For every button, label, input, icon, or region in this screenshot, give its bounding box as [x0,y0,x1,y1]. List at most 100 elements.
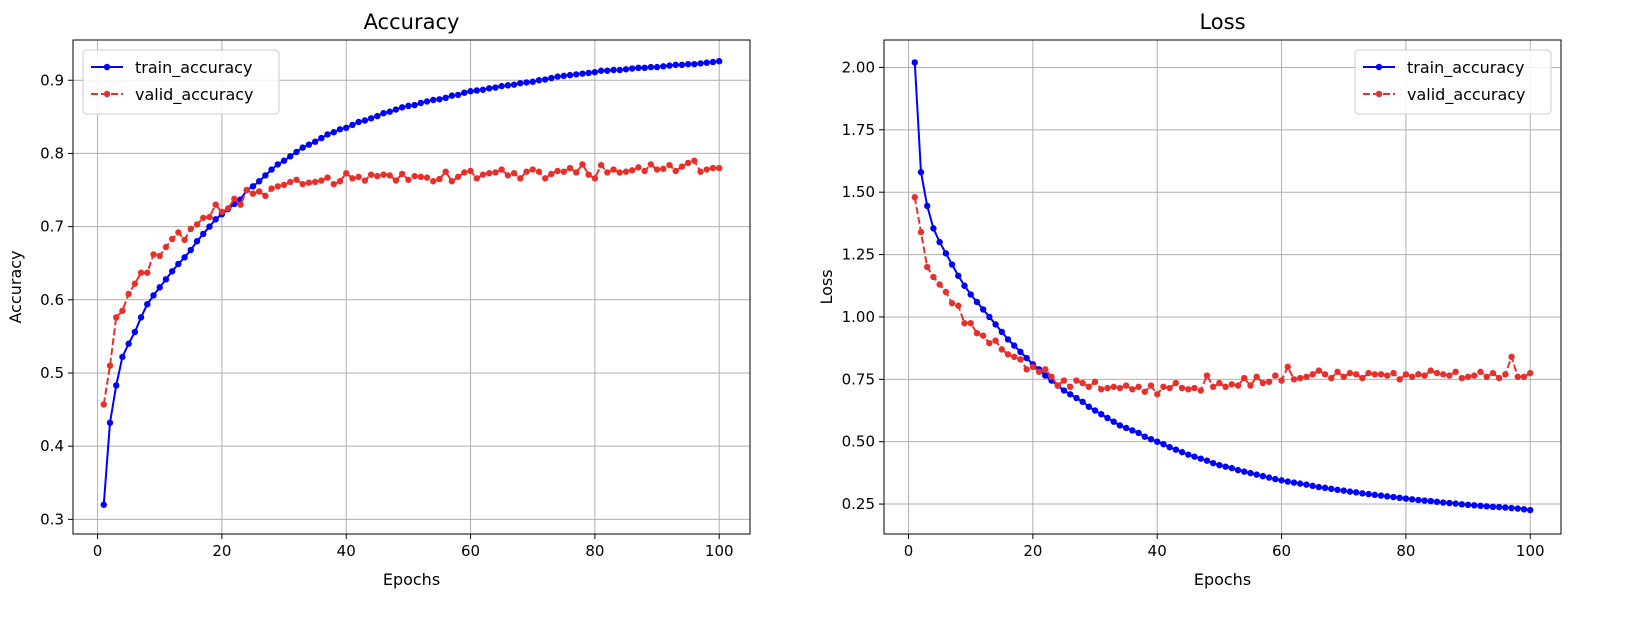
data-point-train_accuracy [461,89,468,96]
data-point-train_accuracy [1352,489,1360,496]
data-point-valid_accuracy [678,163,686,170]
x-axis-label: Epochs [1194,570,1251,589]
data-point-valid_accuracy [1371,371,1379,378]
chart-title: Loss [1199,10,1245,34]
data-point-valid_accuracy [560,168,568,175]
data-point-valid_accuracy [187,225,195,233]
data-point-train_accuracy [1495,503,1503,511]
data-point-valid_accuracy [113,314,120,321]
data-point-train_accuracy [566,71,574,79]
data-point-valid_accuracy [1222,383,1229,390]
data-point-train_accuracy [1160,440,1167,448]
data-point-train_accuracy [585,69,592,77]
data-point-valid_accuracy [386,172,393,179]
data-point-train_accuracy [1178,448,1186,456]
series-line-valid_accuracy [913,197,1531,396]
data-point-train_accuracy [125,340,132,347]
data-point-valid_accuracy [535,168,543,175]
data-point-valid_accuracy [1527,369,1534,377]
data-point-valid_accuracy [585,171,592,178]
data-point-valid_accuracy [911,193,918,201]
data-point-train_accuracy [1439,499,1447,506]
data-point-train_accuracy [249,183,257,190]
data-point-valid_accuracy [1066,383,1074,390]
data-point-train_accuracy [973,298,981,306]
data-point-valid_accuracy [979,332,987,339]
data-point-valid_accuracy [1023,366,1030,373]
data-point-train_accuracy [1247,469,1254,477]
data-point-valid_accuracy [1477,368,1484,376]
data-point-train_accuracy [1489,503,1497,511]
data-point-train_accuracy [1110,418,1117,425]
data-point-valid_accuracy [1452,368,1459,376]
data-point-train_accuracy [1471,502,1478,509]
data-point-valid_accuracy [1309,371,1316,378]
data-point-valid_accuracy [137,269,145,276]
data-point-train_accuracy [1421,497,1428,504]
data-point-valid_accuracy [1471,372,1478,379]
data-point-train_accuracy [1172,446,1180,453]
data-point-train_accuracy [672,61,679,69]
data-point-train_accuracy [541,76,549,83]
data-point-train_accuracy [417,99,425,107]
data-point-train_accuracy [610,66,617,74]
data-point-train_accuracy [498,82,505,90]
data-point-valid_accuracy [1328,374,1335,382]
data-point-train_accuracy [911,59,918,66]
x-tick-label: 60 [1272,542,1291,560]
data-point-train_accuracy [1209,459,1217,467]
data-point-valid_accuracy [1209,383,1217,390]
data-point-train_accuracy [268,166,275,173]
data-point-train_accuracy [1228,464,1236,472]
data-point-valid_accuracy [150,251,157,258]
data-point-train_accuracy [936,238,943,246]
data-point-train_accuracy [1066,391,1074,398]
y-tick-label: 0.7 [40,218,64,236]
data-point-train_accuracy [374,112,381,120]
data-point-train_accuracy [336,126,344,133]
data-point-train_accuracy [1328,485,1335,493]
data-point-valid_accuracy [1054,382,1061,389]
data-point-train_accuracy [998,328,1006,336]
x-tick-label: 20 [1023,542,1042,560]
data-point-train_accuracy [255,178,263,185]
data-point-valid_accuracy [218,208,226,216]
data-point-train_accuracy [1334,486,1341,494]
data-point-train_accuracy [1272,475,1279,483]
data-point-valid_accuracy [1346,369,1354,377]
y-tick-label: 1.75 [842,121,875,139]
data-point-valid_accuracy [405,176,412,183]
data-point-train_accuracy [1371,491,1379,499]
data-point-valid_accuracy [262,192,269,200]
data-point-valid_accuracy [1514,373,1521,381]
data-point-valid_accuracy [355,173,362,181]
data-point-train_accuracy [653,63,661,71]
data-point-valid_accuracy [392,177,400,184]
data-point-train_accuracy [411,101,418,109]
data-point-valid_accuracy [1508,353,1515,361]
data-point-valid_accuracy [1253,373,1260,381]
data-point-valid_accuracy [492,169,499,176]
data-point-train_accuracy [579,70,586,77]
y-tick-label: 0.8 [40,144,64,162]
data-point-train_accuracy [324,131,331,138]
data-point-train_accuracy [1415,496,1422,504]
data-point-valid_accuracy [1427,367,1434,374]
data-point-valid_accuracy [684,159,692,167]
data-point-valid_accuracy [1483,373,1490,381]
data-point-valid_accuracy [986,339,993,347]
data-point-train_accuracy [1384,493,1391,500]
data-point-valid_accuracy [622,168,630,175]
data-point-train_accuracy [716,58,723,65]
data-point-valid_accuracy [647,161,655,168]
x-tick-label: 60 [461,542,480,560]
data-point-valid_accuracy [1421,372,1428,379]
data-point-valid_accuracy [343,170,350,177]
data-point-train_accuracy [1340,487,1347,494]
data-point-train_accuracy [361,117,369,124]
data-point-train_accuracy [1346,488,1354,495]
data-point-valid_accuracy [380,171,387,178]
data-point-train_accuracy [622,66,630,73]
data-point-valid_accuracy [411,172,418,180]
data-point-valid_accuracy [243,186,250,194]
